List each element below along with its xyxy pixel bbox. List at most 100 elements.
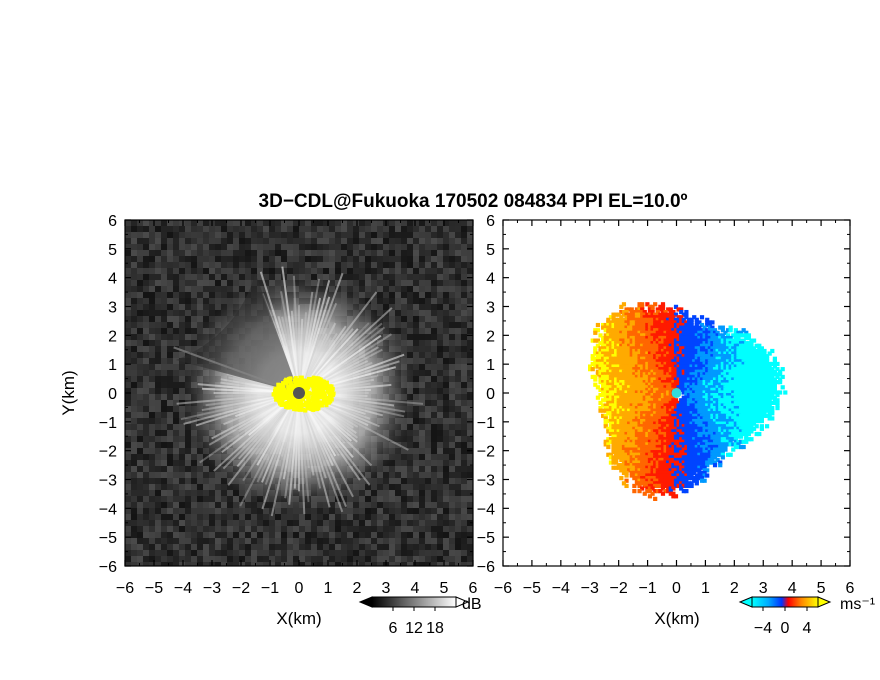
right-velocity-cell	[671, 312, 676, 317]
left-noise-cell	[419, 280, 425, 286]
left-noise-cell	[167, 436, 173, 442]
right-velocity-cell	[640, 335, 645, 341]
right-velocity-cell	[653, 330, 658, 335]
left-noise-cell	[281, 556, 287, 562]
left-noise-cell	[161, 448, 167, 454]
left-noise-cell	[281, 238, 287, 244]
left-noise-cell	[143, 280, 149, 286]
right-velocity-cell	[694, 325, 699, 330]
left-noise-cell	[203, 484, 209, 490]
left-noise-cell	[221, 274, 227, 280]
left-noise-cell	[173, 340, 179, 346]
left-noise-cell	[419, 544, 425, 550]
left-noise-cell	[443, 286, 449, 292]
left-noise-cell	[401, 466, 407, 472]
left-noise-cell	[143, 496, 149, 502]
left-noise-cell	[467, 514, 473, 520]
left-noise-cell	[455, 412, 461, 418]
left-noise-cell	[383, 274, 389, 280]
right-velocity-cell	[738, 348, 744, 354]
left-noise-cell	[323, 244, 329, 250]
left-clutter-cell	[277, 394, 282, 399]
left-noise-cell	[425, 532, 431, 538]
right-velocity-cell	[673, 333, 679, 338]
left-noise-cell	[443, 478, 449, 484]
left-noise-cell	[365, 274, 371, 280]
left-noise-cell	[179, 250, 185, 256]
left-noise-cell	[455, 388, 461, 394]
right-velocity-cell	[694, 322, 699, 328]
left-noise-cell	[419, 334, 425, 340]
right-velocity-cell	[595, 351, 601, 356]
left-noise-cell	[137, 466, 143, 472]
left-noise-cell	[449, 388, 455, 394]
right-velocity-cell	[632, 338, 637, 343]
right-velocity-cell	[689, 317, 694, 322]
left-noise-cell	[341, 262, 347, 268]
left-noise-cell	[149, 448, 155, 454]
left-noise-cell	[287, 520, 293, 526]
left-noise-cell	[203, 544, 209, 550]
left-clutter-cell	[326, 396, 331, 401]
left-noise-cell	[203, 556, 209, 562]
left-noise-cell	[215, 508, 221, 514]
left-echo-ray	[288, 392, 300, 505]
right-velocity-cell	[723, 330, 728, 335]
left-noise-cell	[395, 256, 401, 262]
right-velocity-cell	[608, 325, 614, 330]
left-clutter-cell	[321, 381, 326, 386]
right-velocity-cell	[668, 354, 673, 359]
left-noise-cell	[245, 232, 251, 238]
left-noise-cell	[413, 328, 419, 334]
right-velocity-cell	[655, 335, 660, 341]
left-noise-cell	[233, 544, 239, 550]
left-noise-cell	[365, 232, 371, 238]
right-velocity-cell	[608, 348, 614, 354]
right-velocity-cell	[663, 351, 668, 356]
left-noise-cell	[443, 448, 449, 454]
left-noise-cell	[167, 418, 173, 424]
left-noise-cell	[227, 556, 233, 562]
left-noise-cell	[263, 514, 269, 520]
left-noise-cell	[227, 496, 233, 502]
right-velocity-cell	[744, 335, 749, 341]
left-noise-cell	[143, 316, 149, 322]
left-noise-cell	[461, 226, 467, 232]
left-noise-cell	[149, 328, 155, 334]
left-noise-cell	[311, 274, 317, 280]
right-velocity-cell	[637, 315, 642, 320]
left-noise-cell	[425, 466, 431, 472]
left-noise-cell	[209, 310, 215, 316]
left-noise-cell	[425, 460, 431, 466]
left-noise-cell	[443, 520, 449, 526]
left-noise-cell	[419, 262, 425, 268]
right-velocity-cell	[593, 346, 598, 351]
left-noise-cell	[365, 556, 371, 562]
right-velocity-cell	[705, 333, 710, 338]
left-noise-cell	[215, 298, 221, 304]
right-velocity-cell	[624, 354, 629, 359]
left-noise-cell	[185, 538, 191, 544]
left-noise-cell	[179, 412, 185, 418]
left-noise-cell	[341, 232, 347, 238]
left-noise-cell	[161, 250, 167, 256]
left-noise-cell	[245, 262, 251, 268]
left-clutter-cell	[287, 391, 292, 396]
left-noise-cell	[173, 400, 179, 406]
right-velocity-cell	[738, 333, 744, 338]
left-noise-cell	[305, 538, 311, 544]
left-noise-cell	[425, 424, 431, 430]
left-noise-cell	[125, 478, 131, 484]
right-velocity-cell	[684, 309, 689, 315]
right-velocity-cell	[650, 304, 655, 309]
right-velocity-cell	[629, 333, 634, 338]
left-noise-cell	[311, 508, 317, 514]
right-velocity-cell	[733, 330, 738, 335]
left-noise-cell	[437, 304, 443, 310]
right-velocity-cell	[608, 328, 614, 333]
left-noise-cell	[461, 544, 467, 550]
left-noise-cell	[191, 472, 197, 478]
left-noise-cell	[245, 532, 251, 538]
left-noise-cell	[437, 562, 443, 566]
left-noise-cell	[149, 550, 155, 556]
